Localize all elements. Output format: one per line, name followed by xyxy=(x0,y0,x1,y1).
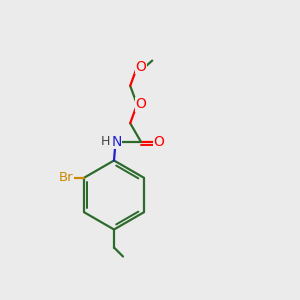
Text: H: H xyxy=(101,135,111,148)
Text: O: O xyxy=(136,98,146,112)
Text: O: O xyxy=(154,135,164,149)
Text: Br: Br xyxy=(59,171,74,184)
Text: O: O xyxy=(136,60,146,74)
Text: N: N xyxy=(112,135,122,149)
